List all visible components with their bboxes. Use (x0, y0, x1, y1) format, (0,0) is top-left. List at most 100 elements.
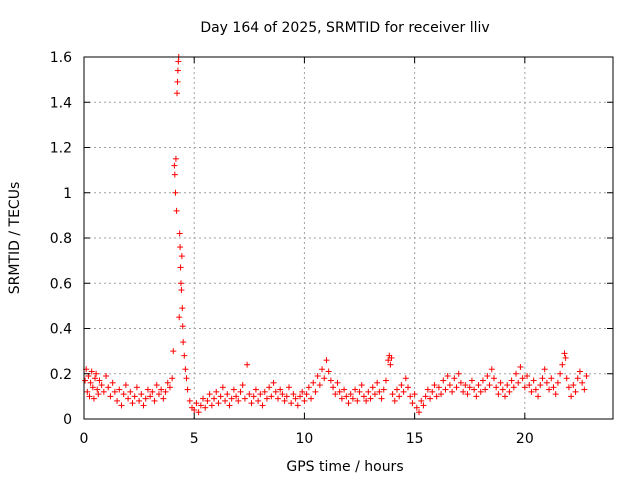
data-point (233, 393, 240, 400)
data-point (493, 384, 500, 391)
data-point (486, 382, 493, 389)
data-point (217, 393, 224, 400)
data-point (241, 395, 248, 402)
data-point (93, 370, 100, 377)
data-point (174, 67, 181, 74)
data-point (517, 363, 524, 370)
data-point (334, 379, 341, 386)
data-point (82, 377, 89, 384)
data-point (235, 397, 242, 404)
y-tick-label: 1 (63, 186, 72, 202)
data-point (387, 361, 394, 368)
data-point (568, 393, 575, 400)
data-point (186, 397, 193, 404)
data-point (433, 393, 440, 400)
ticks-layer: 0 0.2 0.4 0.6 0.8 1 1.2 1.4 1.6 0 5 10 15 20 (50, 50, 613, 447)
data-point (378, 395, 385, 402)
data-point (501, 393, 508, 400)
data-point (173, 207, 180, 214)
data-point (213, 388, 220, 395)
data-point (279, 391, 286, 398)
data-point (455, 370, 462, 377)
data-point (316, 382, 323, 389)
data-point (226, 402, 233, 409)
data-point (557, 370, 564, 377)
data-point (174, 90, 181, 97)
data-point (281, 397, 288, 404)
data-point (142, 395, 149, 402)
data-point (263, 395, 270, 402)
data-point (178, 287, 185, 294)
data-point (407, 393, 414, 400)
data-point (576, 368, 583, 375)
data-point (510, 384, 517, 391)
chart-title: Day 164 of 2025, SRMTID for receiver lli… (200, 20, 489, 36)
data-point (497, 379, 504, 386)
data-point (86, 393, 93, 400)
data-point (435, 384, 442, 391)
data-point (532, 386, 539, 393)
data-point (98, 382, 105, 389)
data-point (391, 397, 398, 404)
data-point (176, 314, 183, 321)
data-point (457, 379, 464, 386)
data-point (180, 339, 187, 346)
data-point (299, 388, 306, 395)
data-point (440, 377, 447, 384)
data-point (312, 388, 319, 395)
data-point (572, 388, 579, 395)
data-point (371, 391, 378, 398)
data-point (172, 189, 179, 196)
data-point (155, 391, 162, 398)
data-point (554, 379, 561, 386)
data-point (402, 375, 409, 382)
data-point (308, 395, 315, 402)
data-point (105, 384, 112, 391)
data-point (477, 388, 484, 395)
data-point (352, 386, 359, 393)
x-tick-label: 5 (190, 431, 199, 447)
data-point (543, 379, 550, 386)
data-point (228, 395, 235, 402)
data-point (193, 400, 200, 407)
data-point (396, 393, 403, 400)
data-point (125, 395, 132, 402)
data-point (184, 386, 191, 393)
data-point (200, 395, 207, 402)
data-point (204, 397, 211, 404)
data-point (563, 375, 570, 382)
data-point (442, 386, 449, 393)
data-point (422, 393, 429, 400)
data-point (274, 395, 281, 402)
data-point (169, 375, 176, 382)
data-point (460, 388, 467, 395)
data-point (109, 379, 116, 386)
data-point (341, 386, 348, 393)
data-point (257, 391, 264, 398)
data-point (111, 388, 118, 395)
data-point (424, 386, 431, 393)
data-point (181, 352, 188, 359)
data-point (248, 400, 255, 407)
data-point (96, 377, 103, 384)
data-point (449, 388, 456, 395)
data-point (528, 388, 535, 395)
data-point (354, 397, 361, 404)
data-point (244, 361, 251, 368)
data-point (535, 393, 542, 400)
data-point (182, 366, 189, 373)
data-point (297, 393, 304, 400)
data-point (116, 386, 123, 393)
data-point (376, 388, 383, 395)
data-point (550, 384, 557, 391)
x-tick-label: 20 (516, 431, 534, 447)
data-point (393, 386, 400, 393)
data-point (149, 388, 156, 395)
data-point (360, 393, 367, 400)
data-point (222, 397, 229, 404)
data-point (385, 357, 392, 364)
data-point (129, 400, 136, 407)
data-point (431, 382, 438, 389)
data-point (107, 393, 114, 400)
data-point (495, 391, 502, 398)
